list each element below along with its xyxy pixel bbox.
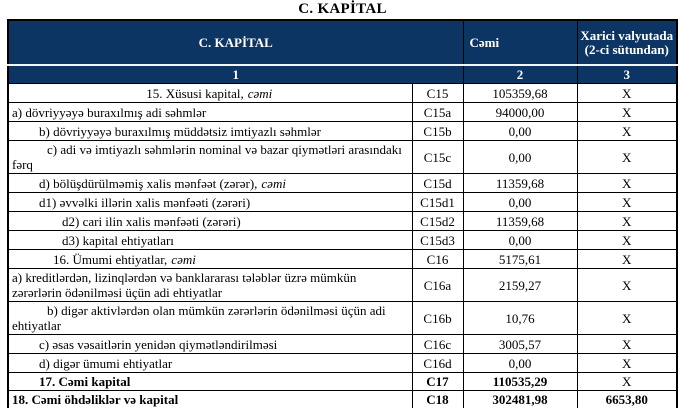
table-row-c15d2: d2) cari ilin xalis mənfəəti (zərəri) C1…	[7, 211, 678, 231]
row-label: a) kreditlərdən, lizinqlərdən və banklar…	[7, 268, 413, 302]
row-fx: X	[576, 301, 678, 335]
row-total: 0,00	[462, 121, 578, 141]
table-body: 15. Xüsusi kapital, cəmi C15 105359,68 X …	[7, 83, 678, 408]
row-total: 10,76	[462, 301, 578, 335]
header-row: C. KAPİTAL Cəmi Xarici valyutada (2-ci s…	[7, 19, 678, 66]
row-fx: X	[576, 83, 678, 103]
table-row-c15c: c) adi və imtiyazlı səhmlərin nominal və…	[7, 140, 678, 174]
table-row-c16: 16. Ümumi ehtiyatlar, cəmi C16 5175,61 X	[7, 249, 678, 269]
header-col-total: Cəmi	[462, 19, 578, 66]
row-label: d) digər ümumi ehtiyatlar	[7, 353, 413, 373]
row-code: C15a	[411, 102, 464, 122]
row-fx: X	[576, 268, 678, 302]
row-label: b) dövriyyəyə buraxılmış müddətsiz imtiy…	[7, 121, 413, 141]
column-index-row: 1 2 3	[7, 64, 678, 84]
row-fx: X	[576, 173, 678, 193]
row-label: 16. Ümumi ehtiyatlar, cəmi	[7, 249, 413, 269]
column-index-2: 2	[462, 64, 578, 84]
row-fx: X	[576, 211, 678, 231]
row-total: 0,00	[462, 353, 578, 373]
column-index-1: 1	[7, 64, 464, 84]
row-total: 0,00	[462, 230, 578, 250]
table-row-c16a: a) kreditlərdən, lizinqlərdən və banklar…	[7, 268, 678, 302]
row-code: C16a	[411, 268, 464, 302]
row-label: c) əsas vəsaitlərin yenidən qiymətləndir…	[7, 334, 413, 354]
row-fx: X	[576, 140, 678, 174]
row-label: 18. Cəmi öhdəliklər və kapital	[7, 390, 413, 408]
row-code: C16d	[411, 353, 464, 373]
row-total: 3005,57	[462, 334, 578, 354]
table-row-c16b: b) digər aktivlərdən olan mümkün zərərlə…	[7, 301, 678, 335]
row-total: 2159,27	[462, 268, 578, 302]
table-row-c15b: b) dövriyyəyə buraxılmış müddətsiz imtiy…	[7, 121, 678, 141]
row-total: 110535,29	[462, 372, 578, 391]
table-row-c16c: c) əsas vəsaitlərin yenidən qiymətləndir…	[7, 334, 678, 354]
row-code: C16c	[411, 334, 464, 354]
table-row-c16d: d) digər ümumi ehtiyatlar C16d 0,00 X	[7, 353, 678, 373]
row-code: C15d	[411, 173, 464, 193]
capital-table: C. KAPİTAL Cəmi Xarici valyutada (2-ci s…	[7, 19, 678, 408]
row-label: 17. Cəmi kapital	[7, 372, 413, 391]
row-fx: X	[576, 372, 678, 391]
column-index-3: 3	[576, 64, 678, 84]
row-label: c) adi və imtiyazlı səhmlərin nominal və…	[7, 140, 413, 174]
row-code: C16	[411, 249, 464, 269]
row-label: a) dövriyyəyə buraxılmış adi səhmlər	[7, 102, 413, 122]
row-code: C15d2	[411, 211, 464, 231]
row-code: C17	[411, 372, 464, 391]
row-code: C15d3	[411, 230, 464, 250]
row-total: 5175,61	[462, 249, 578, 269]
row-fx: X	[576, 353, 678, 373]
row-fx: X	[576, 102, 678, 122]
table-row-c15d: d) bölüşdürülməmiş xalis mənfəət (zərər)…	[7, 173, 678, 193]
row-label: b) digər aktivlərdən olan mümkün zərərlə…	[7, 301, 413, 335]
row-fx: X	[576, 249, 678, 269]
row-label: d2) cari ilin xalis mənfəəti (zərəri)	[7, 211, 413, 231]
row-code: C15c	[411, 140, 464, 174]
header-col-foreign-currency: Xarici valyutada (2-ci sütundan)	[576, 19, 678, 66]
row-fx: X	[576, 192, 678, 212]
table-row-c17-total-capital: 17. Cəmi kapital C17 110535,29 X	[7, 372, 678, 391]
row-label: 15. Xüsusi kapital, cəmi	[7, 83, 413, 103]
row-fx: 6653,80	[576, 390, 678, 408]
header-col-kapital: C. KAPİTAL	[7, 19, 464, 66]
row-total: 302481,98	[462, 390, 578, 408]
row-total: 11359,68	[462, 211, 578, 231]
row-code: C18	[411, 390, 464, 408]
table-row-c15: 15. Xüsusi kapital, cəmi C15 105359,68 X	[7, 83, 678, 103]
row-code: C15b	[411, 121, 464, 141]
row-total: 0,00	[462, 140, 578, 174]
row-code: C15	[411, 83, 464, 103]
table-row-c18-total-liabilities-capital: 18. Cəmi öhdəliklər və kapital C18 30248…	[7, 390, 678, 408]
row-code: C15d1	[411, 192, 464, 212]
row-code: C16b	[411, 301, 464, 335]
page-title: C. KAPİTAL	[298, 1, 387, 17]
row-total: 0,00	[462, 192, 578, 212]
row-total: 94000,00	[462, 102, 578, 122]
row-fx: X	[576, 334, 678, 354]
row-label: d1) əvvəlki illərin xalis mənfəəti (zərə…	[7, 192, 413, 212]
row-fx: X	[576, 230, 678, 250]
row-label: d) bölüşdürülməmiş xalis mənfəət (zərər)…	[7, 173, 413, 193]
table-row-c15d3: d3) kapital ehtiyatları C15d3 0,00 X	[7, 230, 678, 250]
row-total: 105359,68	[462, 83, 578, 103]
row-label: d3) kapital ehtiyatları	[7, 230, 413, 250]
table-header: C. KAPİTAL Cəmi Xarici valyutada (2-ci s…	[7, 19, 678, 84]
table-row-c15a: a) dövriyyəyə buraxılmış adi səhmlər C15…	[7, 102, 678, 122]
table-row-c15d1: d1) əvvəlki illərin xalis mənfəəti (zərə…	[7, 192, 678, 212]
row-fx: X	[576, 121, 678, 141]
row-total: 11359,68	[462, 173, 578, 193]
